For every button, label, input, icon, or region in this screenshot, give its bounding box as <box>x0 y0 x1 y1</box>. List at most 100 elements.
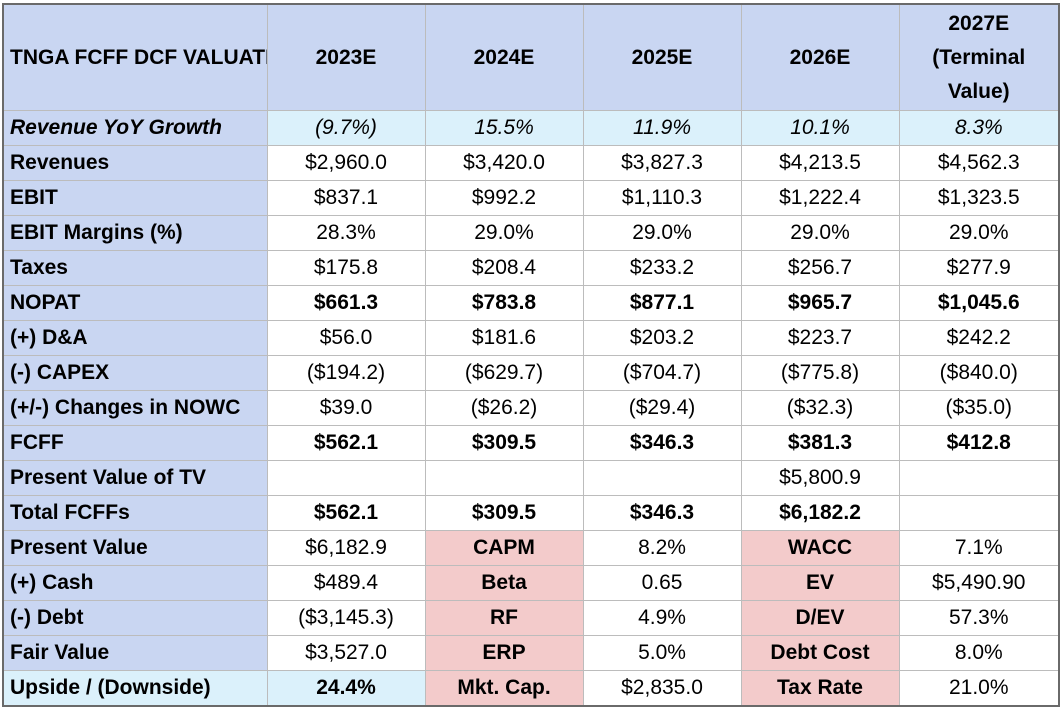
year-header: 2025E <box>582 3 742 111</box>
cell: $992.2 <box>424 180 584 216</box>
cell <box>582 460 742 496</box>
cell: $1,323.5 <box>898 180 1060 216</box>
cell: ($629.7) <box>424 355 584 391</box>
cell: ($29.4) <box>582 390 742 426</box>
summary-value: $3,527.0 <box>266 635 426 671</box>
row-da: (+) D&A $56.0 $181.6 $203.2 $223.7 $242.… <box>2 320 1060 356</box>
cell: $965.7 <box>740 285 900 321</box>
row-summary-present-value: Present Value $6,182.9 CAPM 8.2% WACC 7.… <box>2 530 1060 566</box>
cell: 29.0% <box>740 215 900 251</box>
param-label: Mkt. Cap. <box>424 670 584 707</box>
row-ebit-margins: EBIT Margins (%) 28.3% 29.0% 29.0% 29.0%… <box>2 215 1060 251</box>
row-revenue-growth: Revenue YoY Growth (9.7%) 15.5% 11.9% 10… <box>2 110 1060 146</box>
row-ebit: EBIT $837.1 $992.2 $1,110.3 $1,222.4 $1,… <box>2 180 1060 216</box>
cell: $208.4 <box>424 250 584 286</box>
cell: $1,045.6 <box>898 285 1060 321</box>
row-total-fcffs: Total FCFFs $562.1 $309.5 $346.3 $6,182.… <box>2 495 1060 531</box>
row-label: EBIT <box>2 180 268 216</box>
param-value: 4.9% <box>582 600 742 636</box>
summary-value: $489.4 <box>266 565 426 601</box>
cell: ($32.3) <box>740 390 900 426</box>
cell <box>898 495 1060 531</box>
row-taxes: Taxes $175.8 $208.4 $233.2 $256.7 $277.9 <box>2 250 1060 286</box>
row-nopat: NOPAT $661.3 $783.8 $877.1 $965.7 $1,045… <box>2 285 1060 321</box>
cell: 28.3% <box>266 215 426 251</box>
row-summary-upside: Upside / (Downside) 24.4% Mkt. Cap. $2,8… <box>2 670 1060 707</box>
cell: ($775.8) <box>740 355 900 391</box>
summary-label: Present Value <box>2 530 268 566</box>
cell: $277.9 <box>898 250 1060 286</box>
row-label: Revenues <box>2 145 268 181</box>
row-label: Present Value of TV <box>2 460 268 496</box>
cell: 8.3% <box>898 110 1060 146</box>
param-value: 8.0% <box>898 635 1060 671</box>
cell: 11.9% <box>582 110 742 146</box>
cell: $4,213.5 <box>740 145 900 181</box>
cell: $412.8 <box>898 425 1060 461</box>
cell: $562.1 <box>266 495 426 531</box>
cell: $56.0 <box>266 320 426 356</box>
upside-value: 24.4% <box>266 670 426 707</box>
cell: $242.2 <box>898 320 1060 356</box>
table-title-cell: TNGA FCFF DCF VALUATION <box>2 3 268 111</box>
cell: $309.5 <box>424 425 584 461</box>
cell: $3,827.3 <box>582 145 742 181</box>
param-label: ERP <box>424 635 584 671</box>
row-label: Total FCFFs <box>2 495 268 531</box>
cell: $233.2 <box>582 250 742 286</box>
param-label: RF <box>424 600 584 636</box>
summary-value: ($3,145.3) <box>266 600 426 636</box>
year-header: 2023E <box>266 3 426 111</box>
row-label: FCFF <box>2 425 268 461</box>
param-value: 7.1% <box>898 530 1060 566</box>
cell: ($26.2) <box>424 390 584 426</box>
param-value: 5.0% <box>582 635 742 671</box>
row-capex: (-) CAPEX ($194.2) ($629.7) ($704.7) ($7… <box>2 355 1060 391</box>
cell <box>424 460 584 496</box>
cell: $309.5 <box>424 495 584 531</box>
row-label: (-) CAPEX <box>2 355 268 391</box>
summary-label: (-) Debt <box>2 600 268 636</box>
cell: $661.3 <box>266 285 426 321</box>
cell: $223.7 <box>740 320 900 356</box>
row-summary-cash: (+) Cash $489.4 Beta 0.65 EV $5,490.90 <box>2 565 1060 601</box>
row-label: Revenue YoY Growth <box>2 110 268 146</box>
row-present-value-tv: Present Value of TV $5,800.9 <box>2 460 1060 496</box>
row-label: (+/-) Changes in NOWC <box>2 390 268 426</box>
param-label: D/EV <box>740 600 900 636</box>
cell: $39.0 <box>266 390 426 426</box>
cell: ($35.0) <box>898 390 1060 426</box>
cell: $1,110.3 <box>582 180 742 216</box>
cell: $4,562.3 <box>898 145 1060 181</box>
cell: ($840.0) <box>898 355 1060 391</box>
row-label: NOPAT <box>2 285 268 321</box>
row-label: EBIT Margins (%) <box>2 215 268 251</box>
cell: $1,222.4 <box>740 180 900 216</box>
param-value: 21.0% <box>898 670 1060 707</box>
row-label: (+) D&A <box>2 320 268 356</box>
row-label: Taxes <box>2 250 268 286</box>
cell: $346.3 <box>582 495 742 531</box>
param-label: Tax Rate <box>740 670 900 707</box>
param-value: $2,835.0 <box>582 670 742 707</box>
cell: 29.0% <box>424 215 584 251</box>
param-label: Beta <box>424 565 584 601</box>
cell: $2,960.0 <box>266 145 426 181</box>
summary-label: Fair Value <box>2 635 268 671</box>
row-nowc: (+/-) Changes in NOWC $39.0 ($26.2) ($29… <box>2 390 1060 426</box>
row-fcff: FCFF $562.1 $309.5 $346.3 $381.3 $412.8 <box>2 425 1060 461</box>
param-value: 57.3% <box>898 600 1060 636</box>
dcf-valuation-table: TNGA FCFF DCF VALUATION 2023E 2024E 2025… <box>2 3 1060 707</box>
cell: $346.3 <box>582 425 742 461</box>
param-label: EV <box>740 565 900 601</box>
param-value: $5,490.90 <box>898 565 1060 601</box>
cell: 29.0% <box>898 215 1060 251</box>
cell <box>266 460 426 496</box>
cell: $562.1 <box>266 425 426 461</box>
summary-label: (+) Cash <box>2 565 268 601</box>
cell: ($194.2) <box>266 355 426 391</box>
param-label: CAPM <box>424 530 584 566</box>
cell: 10.1% <box>740 110 900 146</box>
param-value: 8.2% <box>582 530 742 566</box>
row-revenues: Revenues $2,960.0 $3,420.0 $3,827.3 $4,2… <box>2 145 1060 181</box>
